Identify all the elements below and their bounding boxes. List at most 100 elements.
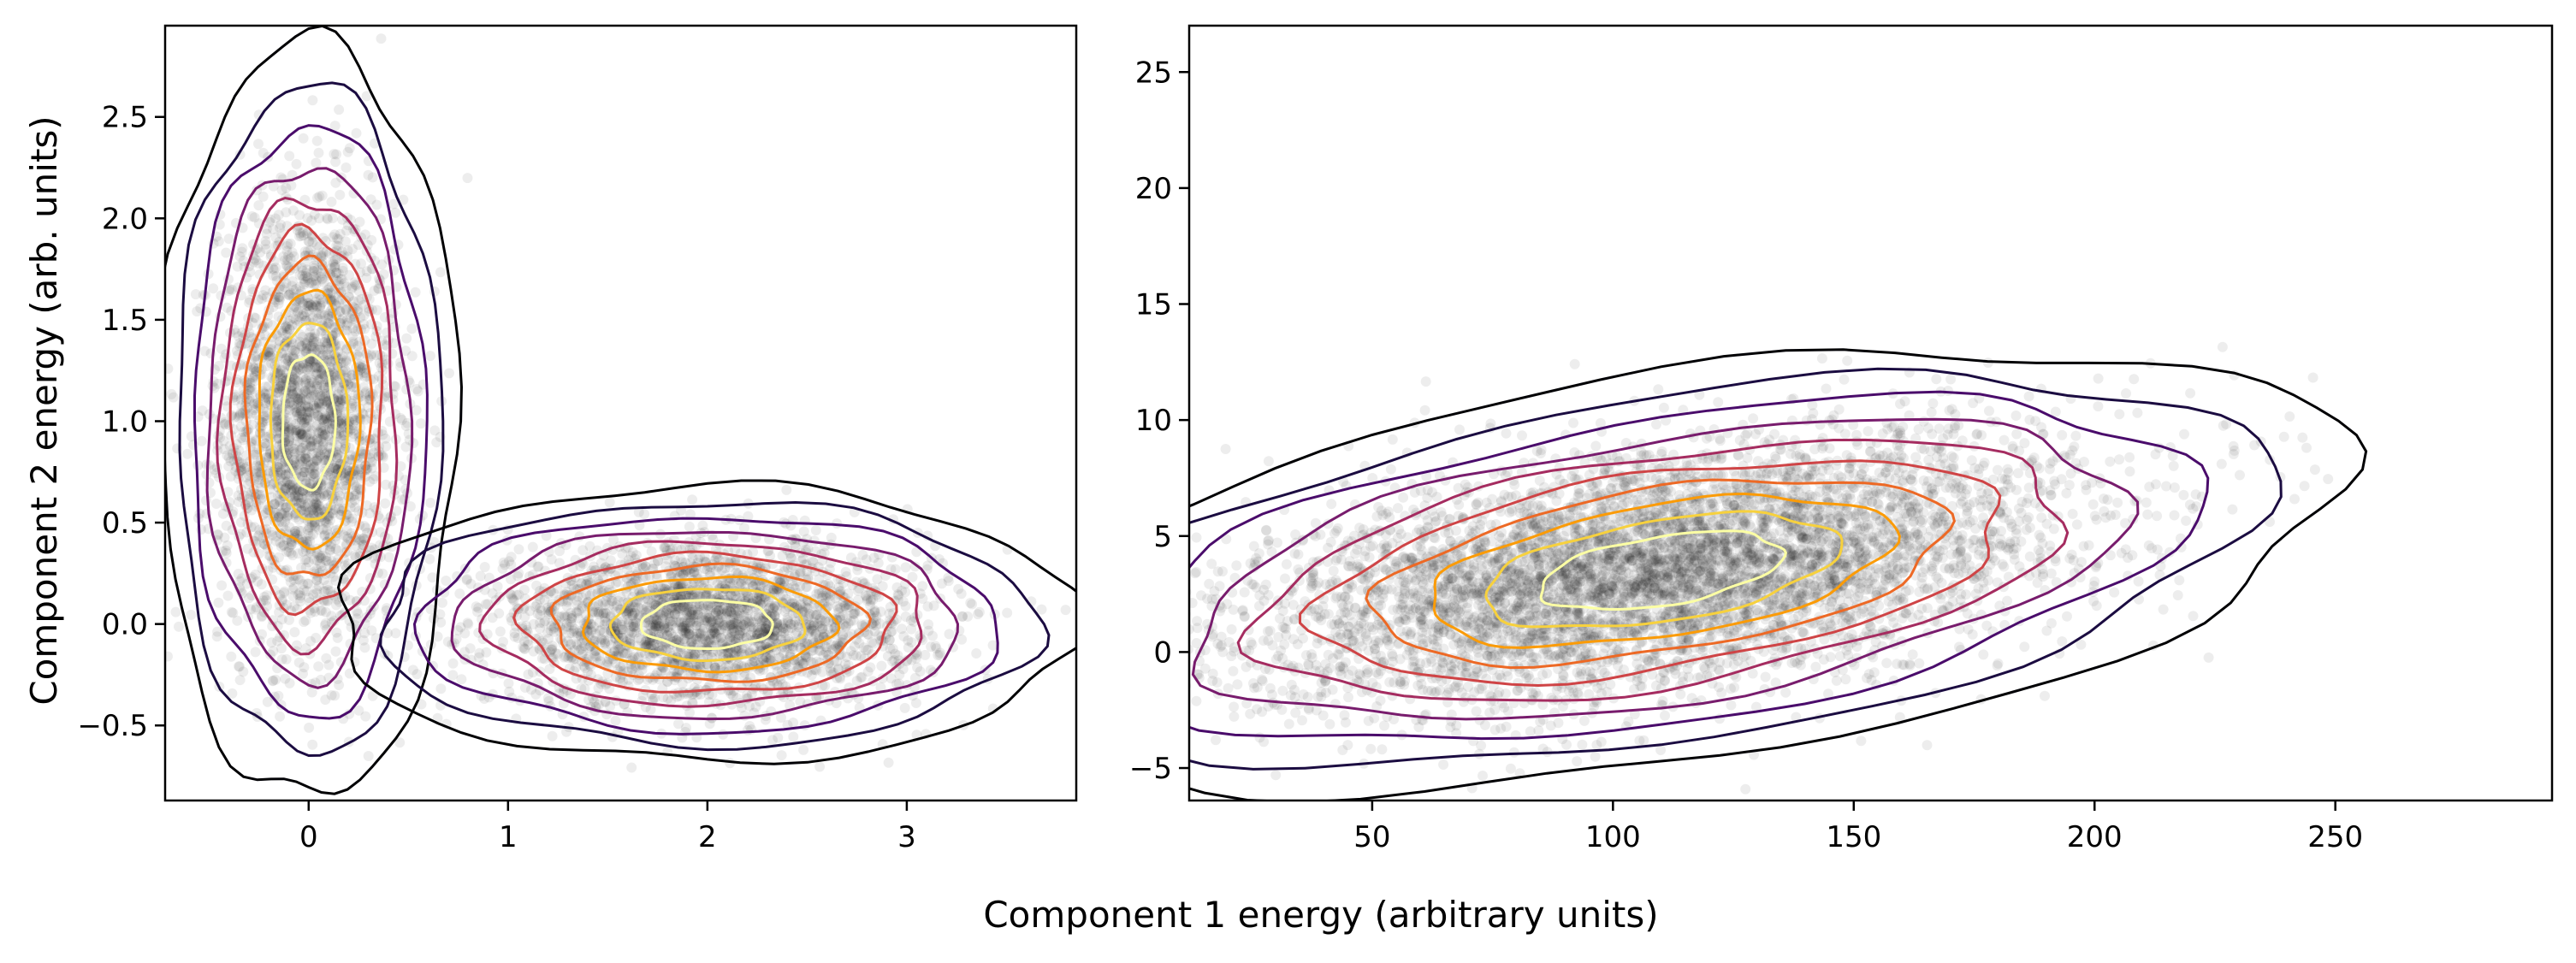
scatter-point bbox=[376, 33, 387, 44]
scatter-point bbox=[299, 246, 311, 257]
scatter-point bbox=[324, 434, 335, 446]
scatter-point bbox=[314, 524, 325, 535]
scatter-point bbox=[299, 463, 310, 474]
scatter-point bbox=[351, 489, 362, 499]
scatter-point bbox=[301, 264, 312, 275]
scatter-point bbox=[270, 213, 281, 224]
scatter-point bbox=[659, 542, 669, 553]
scatter-point bbox=[275, 711, 286, 722]
scatter-point bbox=[323, 309, 334, 319]
scatter-point bbox=[322, 397, 333, 408]
scatter-point bbox=[354, 470, 365, 482]
scatter-point bbox=[371, 199, 382, 210]
scatter-point bbox=[240, 463, 251, 474]
scatter-point bbox=[196, 524, 207, 535]
scatter-point bbox=[301, 453, 312, 464]
scatter-point bbox=[462, 173, 473, 184]
scatter-point bbox=[284, 542, 294, 553]
scatter-point bbox=[308, 469, 319, 479]
scatter-point bbox=[318, 395, 329, 406]
scatter-point bbox=[323, 482, 335, 493]
scatter-point bbox=[295, 498, 306, 509]
scatter-point bbox=[264, 347, 275, 358]
scatter-point bbox=[272, 450, 283, 461]
scatter-point bbox=[547, 730, 558, 741]
scatter-point bbox=[333, 233, 344, 245]
scatter-point bbox=[293, 339, 305, 350]
scatter-point bbox=[718, 729, 729, 740]
scatter-point bbox=[297, 434, 308, 446]
scatter-point bbox=[316, 390, 327, 401]
scatter-point bbox=[311, 297, 322, 307]
scatter-point bbox=[306, 436, 317, 447]
scatter-point bbox=[289, 458, 300, 469]
scatter-point bbox=[308, 471, 319, 482]
scatter-point bbox=[315, 300, 326, 311]
scatter-point bbox=[346, 281, 358, 292]
scatter-point bbox=[253, 444, 264, 455]
scatter-point bbox=[368, 474, 379, 485]
scatter-point bbox=[170, 606, 181, 617]
scatter-point bbox=[268, 302, 279, 312]
scatter-point bbox=[324, 414, 335, 425]
scatter-point bbox=[268, 646, 279, 657]
scatter-point bbox=[329, 504, 341, 515]
scatter-point bbox=[272, 462, 283, 473]
scatter-point bbox=[334, 680, 345, 690]
scatter-point bbox=[197, 405, 208, 417]
scatter-point bbox=[270, 409, 281, 420]
scatter-point bbox=[281, 546, 292, 558]
scatter-point bbox=[281, 600, 293, 611]
scatter-point bbox=[255, 247, 265, 258]
scatter-point bbox=[291, 403, 302, 413]
scatter-point bbox=[266, 357, 277, 369]
scatter-point bbox=[956, 634, 968, 645]
scatter-point bbox=[295, 401, 306, 411]
scatter-point bbox=[294, 231, 305, 242]
scatter-point bbox=[315, 434, 326, 445]
scatter-point bbox=[289, 301, 300, 312]
scatter-point bbox=[298, 668, 308, 679]
scatter-point bbox=[223, 286, 234, 297]
scatter-point bbox=[257, 293, 267, 304]
scatter-point bbox=[305, 299, 316, 310]
scatter-point bbox=[308, 493, 319, 504]
scatter-point bbox=[256, 611, 267, 623]
scatter-point bbox=[234, 675, 246, 686]
scatter-point bbox=[269, 499, 280, 510]
scatter-point bbox=[305, 535, 316, 546]
scatter-point bbox=[318, 575, 329, 586]
scatter-point bbox=[322, 489, 333, 500]
scatter-point bbox=[300, 399, 311, 411]
scatter-point bbox=[899, 702, 910, 713]
scatter-point bbox=[350, 415, 361, 426]
scatter-point bbox=[297, 429, 308, 440]
scatter-point bbox=[788, 718, 799, 728]
scatter-point bbox=[890, 564, 901, 575]
scatter-point bbox=[367, 457, 377, 468]
scatter-point bbox=[299, 467, 309, 478]
scatter-point bbox=[244, 395, 255, 406]
scatter-point bbox=[234, 661, 245, 672]
scatter-point bbox=[305, 607, 317, 618]
scatter-point bbox=[224, 284, 235, 294]
scatter-point bbox=[293, 364, 305, 375]
scatter-point bbox=[294, 487, 305, 498]
scatter-point bbox=[307, 341, 318, 352]
scatter-point bbox=[292, 387, 303, 399]
scatter-point bbox=[348, 338, 359, 349]
scatter-point bbox=[245, 382, 256, 393]
scatter-point bbox=[242, 543, 253, 554]
scatter-point bbox=[290, 425, 301, 436]
scatter-point bbox=[212, 378, 223, 389]
scatter-point bbox=[287, 389, 298, 400]
scatter-point bbox=[287, 550, 298, 561]
scatter-point bbox=[348, 411, 359, 422]
scatter-point bbox=[288, 251, 299, 262]
scatter-point bbox=[298, 546, 309, 557]
scatter-point bbox=[213, 597, 224, 608]
scatter-point bbox=[303, 578, 314, 589]
scatter-point bbox=[337, 263, 348, 274]
scatter-point bbox=[323, 513, 334, 524]
scatter-point bbox=[284, 434, 295, 445]
